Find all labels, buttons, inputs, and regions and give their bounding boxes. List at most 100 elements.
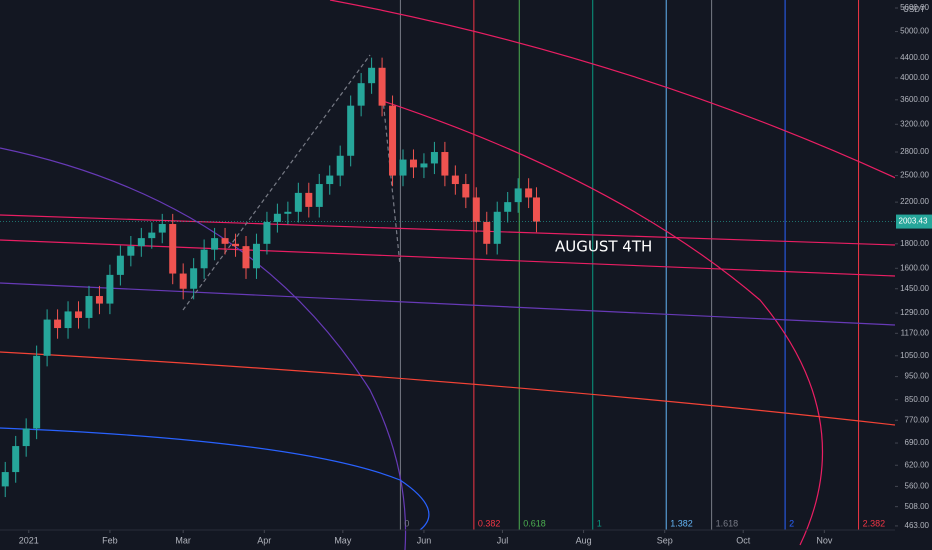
fib-level-label: 0 — [404, 518, 409, 528]
candle-body — [462, 184, 470, 198]
candle-body — [284, 211, 292, 214]
y-tick-label: 1290.00 — [900, 308, 929, 317]
y-tick-label: 463.00 — [905, 521, 930, 530]
candle-body — [64, 311, 72, 329]
arc — [379, 99, 824, 546]
x-tick-label: Jul — [497, 535, 509, 545]
candle-body — [532, 197, 540, 222]
candle-body — [22, 428, 30, 447]
fib-level-label: 1 — [597, 518, 602, 528]
y-tick-label: 2500.00 — [900, 171, 929, 180]
last-price-label: 2003.43 — [899, 217, 928, 226]
x-tick-label: Nov — [816, 535, 833, 545]
x-tick-label: Sep — [657, 535, 673, 545]
candle-body — [326, 175, 334, 185]
candle-body — [493, 211, 501, 244]
y-tick-label: 5000.00 — [900, 27, 929, 36]
x-tick-label: 2021 — [19, 535, 39, 545]
fib-level-label: 2.382 — [863, 518, 886, 528]
candle-body — [368, 67, 376, 84]
arc — [0, 147, 407, 550]
candle-body — [33, 355, 41, 429]
candle-body — [514, 188, 522, 203]
y-tick-label: 620.00 — [905, 460, 930, 469]
candle-body — [305, 192, 313, 207]
candle-body — [54, 319, 62, 329]
candle-body — [389, 105, 397, 176]
price-axis — [895, 0, 932, 550]
pattern-line — [182, 54, 371, 311]
candle-body — [525, 188, 533, 198]
candle-body — [85, 296, 93, 318]
x-tick-label: Aug — [576, 535, 592, 545]
candle-body — [399, 159, 407, 176]
trend-line — [0, 239, 896, 277]
y-tick-label: 2200.00 — [900, 197, 929, 206]
candle-body — [12, 446, 20, 473]
candle-body — [1, 472, 9, 487]
last-price-box — [896, 214, 932, 229]
trend-line — [0, 214, 896, 246]
candle-body — [273, 213, 281, 222]
candle-body — [472, 197, 480, 222]
y-tick-label: 1450.00 — [900, 284, 929, 293]
x-tick-label: Apr — [257, 535, 271, 545]
candle-body — [347, 105, 355, 156]
candle-body — [232, 243, 240, 247]
fib-level-label: 1.382 — [670, 518, 693, 528]
candle-body — [378, 67, 386, 106]
candle-body — [483, 221, 491, 244]
fib-level-label: 2 — [789, 518, 794, 528]
candle-body — [190, 268, 198, 289]
candle-body — [75, 311, 83, 318]
fib-level-label: 0.382 — [478, 518, 501, 528]
candle-body — [430, 152, 438, 164]
y-tick-label: 1170.00 — [901, 328, 930, 337]
candle-body — [315, 184, 323, 207]
candle-body — [43, 319, 51, 356]
x-tick-label: Jun — [417, 535, 432, 545]
candle-body — [158, 224, 166, 233]
candle-body — [336, 155, 344, 176]
y-tick-label: 560.00 — [905, 482, 930, 491]
y-tick-label: 5600.00 — [900, 3, 929, 12]
y-tick-label: 3600.00 — [900, 95, 929, 104]
y-tick-label: 690.00 — [905, 438, 930, 447]
candle-body — [357, 83, 365, 106]
y-tick-label: 4000.00 — [900, 73, 929, 82]
x-tick-label: Mar — [175, 535, 191, 545]
candle-body — [127, 246, 135, 256]
candle-body — [409, 159, 417, 168]
candle-body — [200, 249, 208, 269]
trend-line — [0, 282, 896, 326]
x-tick-label: Feb — [102, 535, 118, 545]
candle-body — [95, 296, 103, 304]
y-tick-label: 3200.00 — [900, 119, 929, 128]
candle-body — [179, 273, 187, 289]
y-tick-label: 950.00 — [905, 372, 930, 381]
trend-line — [0, 351, 896, 426]
candle-body — [148, 232, 156, 239]
annotation: AUGUST 4TH — [555, 238, 652, 256]
y-tick-label: 1600.00 — [900, 263, 929, 272]
y-tick-label: 850.00 — [905, 395, 930, 404]
candle-body — [242, 246, 250, 269]
arc — [329, 0, 932, 196]
candle-body — [252, 243, 260, 269]
candle-body — [211, 238, 219, 250]
y-tick-label: 1800.00 — [900, 239, 929, 248]
candle-body — [420, 163, 428, 168]
y-tick-label: 1050.00 — [900, 351, 929, 360]
fib-level-label: 1.618 — [716, 518, 739, 528]
fib-level-label: 0.618 — [523, 518, 546, 528]
candle-body — [451, 175, 459, 185]
y-tick-label: 508.00 — [905, 502, 930, 511]
x-tick-label: May — [334, 535, 352, 545]
x-tick-label: Oct — [736, 535, 751, 545]
y-tick-label: 2800.00 — [900, 147, 929, 156]
arc — [0, 427, 430, 531]
candle-body — [294, 192, 302, 212]
